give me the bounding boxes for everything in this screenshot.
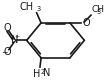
Text: 3: 3 [36, 6, 40, 12]
Text: O: O [83, 18, 90, 28]
Text: −: − [1, 48, 7, 57]
Text: 2: 2 [41, 69, 45, 75]
Text: N: N [43, 69, 50, 78]
Text: N: N [11, 35, 18, 45]
Text: CH: CH [20, 2, 34, 12]
Text: +: + [14, 34, 20, 39]
Text: O: O [4, 23, 12, 33]
Text: 3: 3 [96, 9, 100, 15]
Text: CH: CH [91, 5, 104, 14]
Text: H: H [33, 69, 40, 79]
Text: O: O [4, 47, 12, 57]
